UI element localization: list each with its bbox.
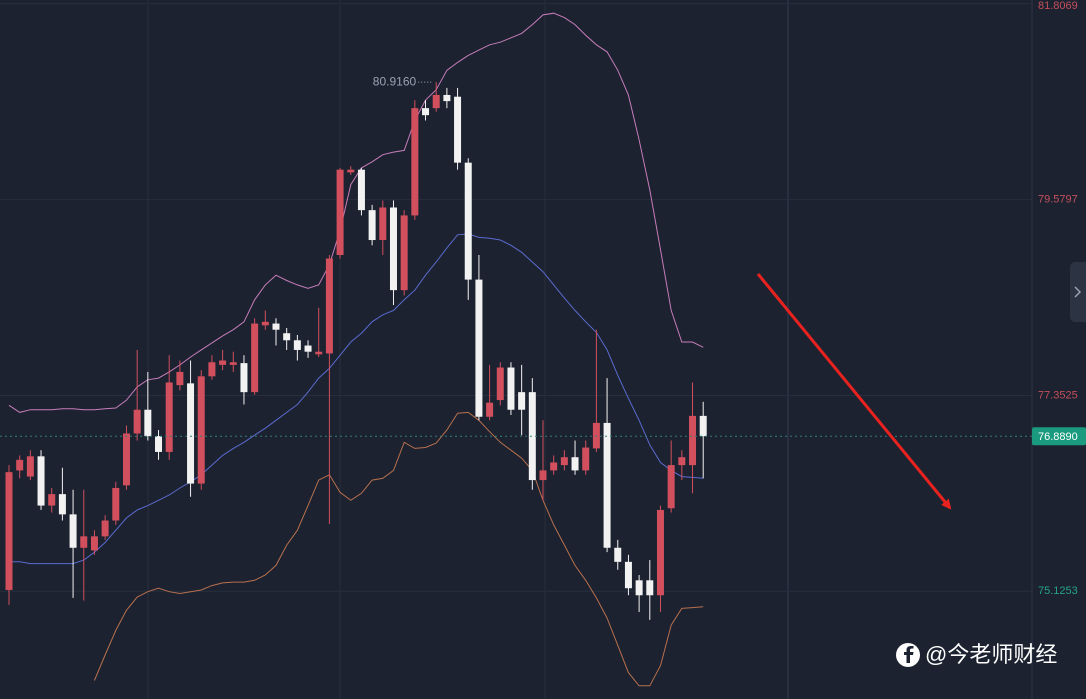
candle-body [550, 462, 558, 471]
candle-body [37, 456, 45, 506]
candle-body [26, 456, 34, 477]
candle-body [571, 457, 579, 471]
candle-body [678, 457, 686, 466]
candle-body [251, 323, 259, 393]
candle-body [240, 363, 248, 393]
candle-body [486, 402, 494, 417]
candle-body [293, 340, 301, 350]
y-tick-label: 75.1253 [1038, 585, 1078, 597]
candle-body [432, 94, 440, 109]
candle-body [539, 470, 547, 481]
candle-body [315, 351, 323, 355]
side-toggle[interactable] [1070, 262, 1086, 322]
side-toggle-button[interactable] [1070, 262, 1086, 322]
y-tick-label: 81.8069 [1038, 0, 1078, 12]
y-axis: 81.8069 79.5797 77.3525 75.1253 76.8890 [1032, 0, 1086, 597]
candle-body [357, 169, 365, 211]
candle-body [272, 323, 280, 330]
watermark-text: @今老师财经 [925, 642, 1057, 667]
candle-body [69, 514, 77, 548]
band-line [8, 12, 704, 413]
time-grid [147, 0, 789, 699]
watermark-glyph [904, 646, 914, 663]
candle-body [283, 333, 291, 341]
candle-body [155, 436, 163, 452]
watermark: @今老师财经 [896, 642, 1057, 667]
candle-body [5, 472, 13, 590]
candle-body [603, 422, 611, 548]
price-tag-box [1032, 427, 1086, 446]
candle-body [656, 509, 664, 596]
candle-body [400, 215, 408, 291]
chevron-icon [1074, 286, 1082, 298]
candle-body [187, 383, 195, 484]
candle-body [58, 494, 66, 515]
candle-body [443, 94, 451, 102]
y-tick-label: 79.5797 [1038, 194, 1078, 206]
grid [0, 3, 1032, 592]
candle-body [80, 536, 88, 548]
candle-body [507, 367, 515, 410]
plot: 80.9160 [0, 12, 1032, 687]
candle-body [699, 415, 707, 437]
candle-body [16, 459, 24, 471]
band-line [93, 411, 704, 687]
candle-body [624, 561, 632, 589]
candle-body [368, 210, 376, 241]
candle-body [582, 447, 590, 471]
candle-body [560, 457, 568, 466]
candle-body [496, 367, 504, 401]
candle-body [646, 580, 654, 596]
candle-body [592, 422, 600, 449]
candle-body [667, 465, 675, 509]
candle-body [101, 520, 109, 537]
candle-body [635, 580, 643, 596]
candle-body [90, 536, 98, 551]
candle-body [518, 392, 526, 410]
candle-body [347, 169, 355, 173]
trend-arrow [756, 273, 952, 510]
candle-body [48, 494, 56, 506]
price-tag-label: 76.8890 [1038, 431, 1078, 443]
candle-body [614, 547, 622, 562]
candle-body [336, 169, 344, 255]
candle-body [411, 108, 419, 216]
candle-body [422, 108, 430, 116]
candle-body [261, 321, 269, 326]
candle-body [325, 258, 333, 354]
candle-body [389, 207, 397, 291]
candle-body [454, 96, 462, 163]
candle-body [165, 382, 173, 452]
candle-body [197, 376, 205, 484]
candle-body [379, 207, 387, 241]
y-tick-label: 77.3525 [1038, 389, 1078, 401]
high-label: 80.9160 [373, 74, 417, 88]
candle-body [528, 392, 536, 481]
candle-body [689, 415, 697, 466]
candle-body [229, 362, 237, 365]
candle-body [304, 345, 312, 352]
candle-body [219, 360, 227, 365]
candle-body [208, 362, 216, 377]
candle-body [475, 279, 483, 417]
candle-body [176, 371, 184, 386]
candle-body [122, 433, 130, 486]
candle-body [112, 487, 120, 521]
band-line [9, 233, 704, 565]
candle-body [464, 162, 472, 280]
candle-body [144, 409, 152, 437]
candle-body [133, 409, 141, 434]
